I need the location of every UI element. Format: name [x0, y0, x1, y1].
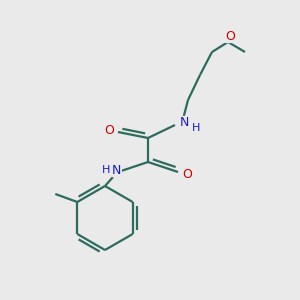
Text: O: O	[182, 167, 192, 181]
Text: H: H	[102, 165, 110, 175]
Text: N: N	[112, 164, 122, 176]
Text: N: N	[180, 116, 189, 130]
Text: O: O	[104, 124, 114, 136]
Text: H: H	[192, 123, 200, 133]
Text: O: O	[225, 29, 235, 43]
